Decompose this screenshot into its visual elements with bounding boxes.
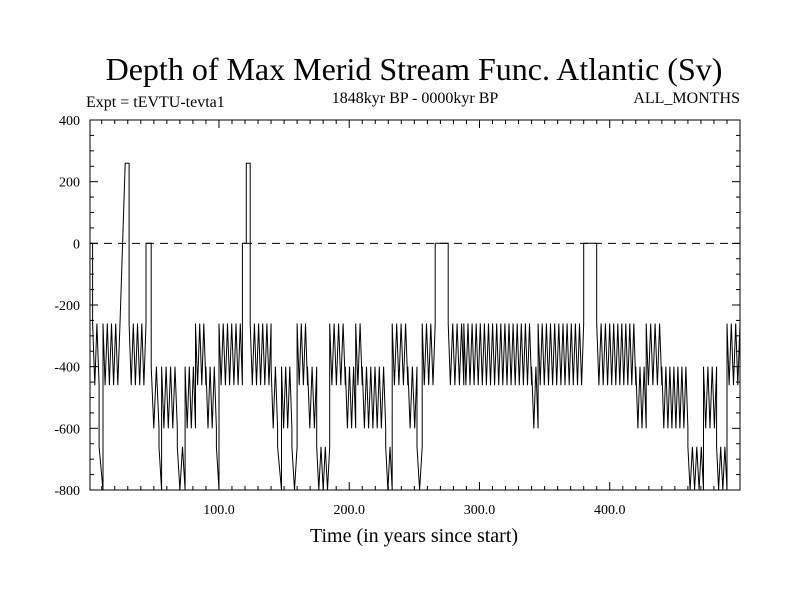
x-tick-label: 300.0 — [464, 503, 496, 518]
y-tick-label: -600 — [54, 422, 80, 437]
y-tick-label: 0 — [73, 237, 80, 252]
x-axis: 100.0 200.0 300.0 400.0 — [101, 120, 741, 518]
chart-subtitle-left: Expt = tEVTU-tevta1 — [86, 94, 225, 111]
chart-title: Depth of Max Merid Stream Func. Atlantic… — [106, 51, 723, 87]
y-tick-label: -400 — [54, 361, 80, 376]
y-axis: -800 -600 -400 -200 0 200 400 — [54, 114, 740, 499]
y-tick-label: -800 — [54, 484, 80, 499]
chart-subtitle-right: ALL_MONTHS — [633, 90, 740, 107]
chart-subtitle-center: 1848kyr BP - 0000kyr BP — [332, 90, 499, 107]
y-tick-label: 200 — [59, 176, 80, 191]
series-line — [90, 162, 741, 491]
x-tick-label: 200.0 — [333, 503, 365, 518]
series-path — [90, 162, 741, 491]
x-tick-label: 400.0 — [594, 503, 626, 518]
y-tick-label: 400 — [59, 114, 80, 129]
plot-area: -800 -600 -400 -200 0 200 400 100.0 200.0 300.0 4… — [54, 114, 741, 518]
x-tick-label: 100.0 — [203, 503, 235, 518]
y-tick-label: -200 — [54, 299, 80, 314]
x-axis-label: Time (in years since start) — [310, 525, 518, 547]
